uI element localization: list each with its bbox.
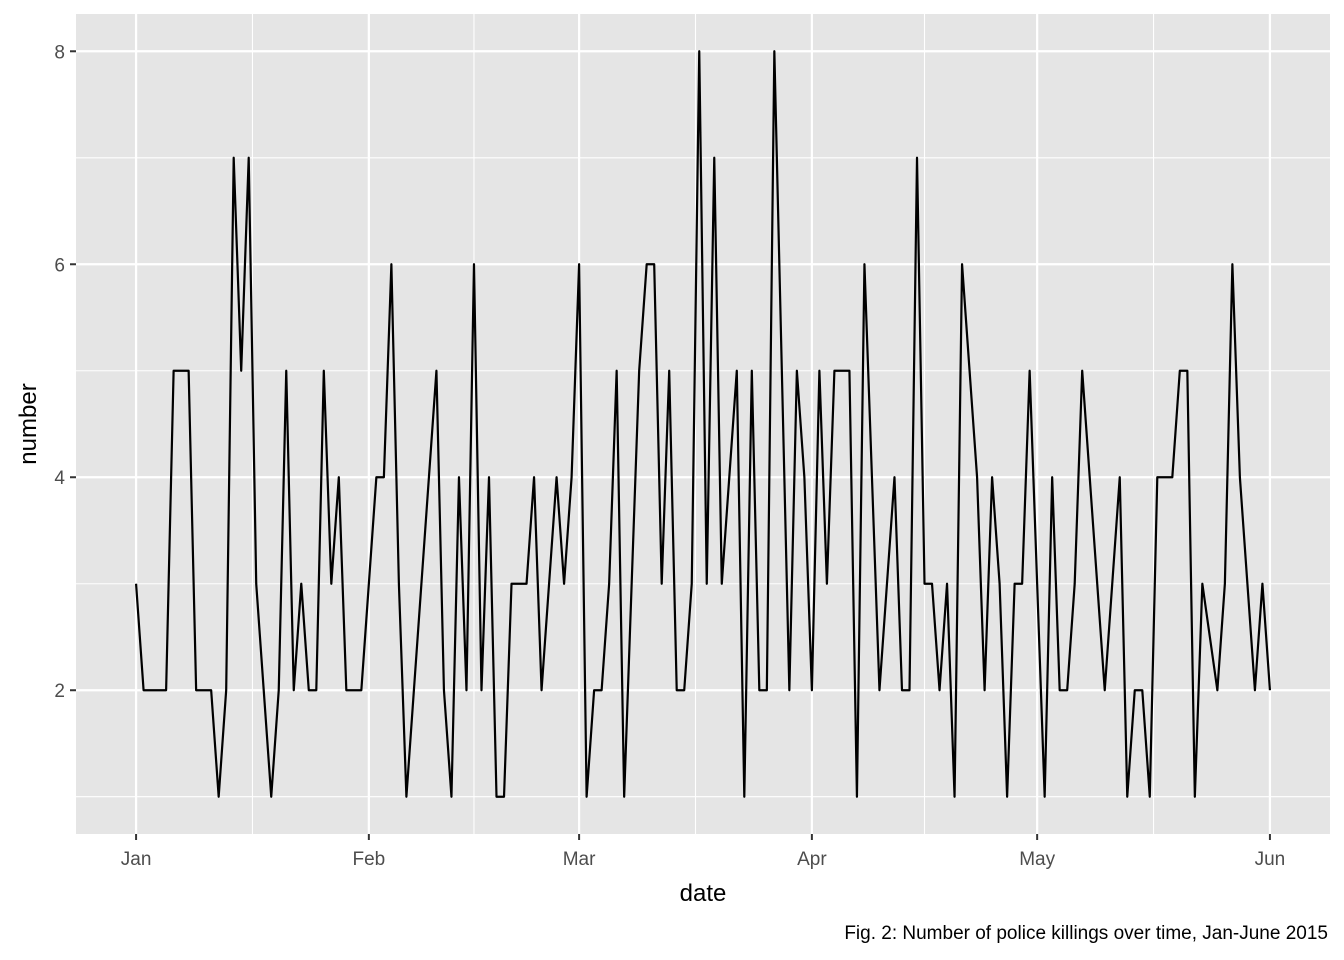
y-tick-label: 2 <box>54 681 65 702</box>
x-tick-label: Mar <box>563 849 596 870</box>
x-tick-label: Feb <box>352 849 385 870</box>
series-line <box>134 50 1272 798</box>
y-axis-title: number <box>15 383 42 464</box>
x-tick-label: Jan <box>121 849 152 870</box>
y-tick-label: 8 <box>54 42 65 63</box>
x-axis-title: date <box>680 880 727 907</box>
x-tick-label: May <box>1019 849 1055 870</box>
y-axis: 2 4 6 8 <box>54 42 76 702</box>
x-axis: Jan Feb Mar Apr May Jun <box>121 834 1285 870</box>
x-tick-label: Jun <box>1255 849 1286 870</box>
y-tick-label: 6 <box>54 255 65 276</box>
x-tick-label: Apr <box>797 849 827 870</box>
y-tick-label: 4 <box>54 468 65 489</box>
figure-caption: Fig. 2: Number of police killings over t… <box>844 923 1328 944</box>
major-gridlines <box>76 14 1330 834</box>
